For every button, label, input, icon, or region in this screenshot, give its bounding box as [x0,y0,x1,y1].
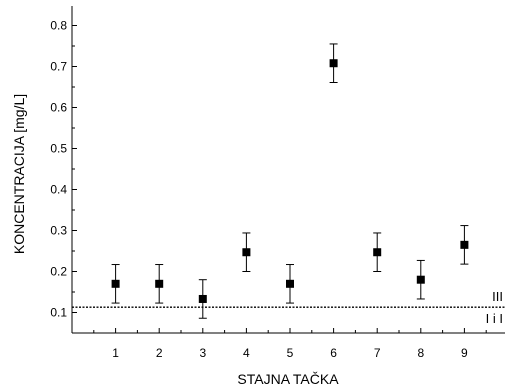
y-axis-title: KONCENTRACIJA [mg/L] [11,94,27,254]
reference-line-group: III I i I [72,289,505,326]
x-tick-label: 5 [287,346,294,360]
square-marker [286,279,294,288]
x-tick-label: 6 [330,346,337,360]
x-axis-title: STAJNA TAČKA [237,371,339,387]
y-tick-label: 0.2 [50,265,67,279]
square-marker [416,275,425,284]
reference-label-below: I i I [486,311,503,326]
y-tick-label: 0.6 [50,101,67,115]
x-tick-label: 8 [417,346,424,360]
data-point-2 [155,264,164,304]
y-tick-label: 0.1 [50,306,67,320]
y-tick-label: 0.8 [50,19,67,33]
reference-label-above: III [492,289,503,304]
data-point-5 [286,264,294,304]
x-tick-label: 1 [112,346,119,360]
square-marker [198,294,207,303]
y-tick-label: 0.7 [50,60,67,74]
data-points [111,43,469,319]
square-marker [460,240,469,249]
x-tick-label: 9 [461,346,468,360]
square-marker [373,248,382,257]
x-axis-ticks: 1 2 3 4 5 6 7 8 9 [71,328,487,360]
square-marker [329,59,338,68]
x-tick-label: 3 [199,346,206,360]
square-marker [111,279,120,288]
y-axis-ticks: 0.1 0.2 0.3 0.4 0.5 0.6 0.7 0.8 [50,19,77,334]
data-point-7 [373,232,382,272]
square-marker [155,279,164,288]
data-point-3 [198,279,207,319]
data-point-9 [460,225,469,265]
x-tick-label: 2 [156,346,163,360]
data-point-6 [329,43,338,83]
y-tick-label: 0.3 [50,224,67,238]
y-tick-label: 0.4 [50,183,67,197]
data-point-8 [416,259,425,300]
data-point-4 [242,232,251,272]
data-point-1 [111,264,120,304]
x-tick-label: 7 [374,346,381,360]
x-tick-label: 4 [243,346,250,360]
square-marker [242,248,251,257]
y-tick-label: 0.5 [50,142,67,156]
